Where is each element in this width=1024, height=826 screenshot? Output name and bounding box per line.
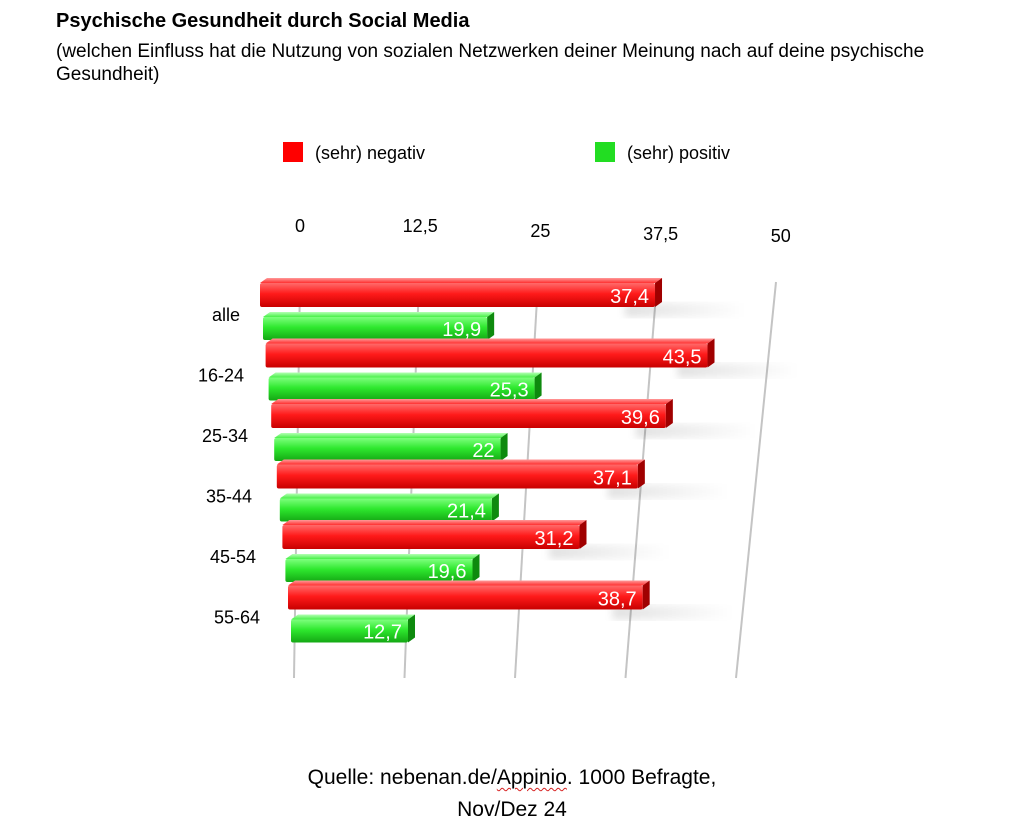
category-label-55-64: 55-64 (214, 608, 260, 628)
bar-positiv-alle (263, 312, 495, 340)
source-line-2: Nov/Dez 24 (457, 798, 567, 821)
legend-label-negativ: (sehr) negativ (315, 143, 425, 163)
value-label-positiv-25-34: 22 (472, 440, 494, 462)
value-label-negativ-35-44: 37,1 (593, 468, 632, 490)
legend-swatch-negativ (283, 142, 303, 162)
value-label-negativ-25-34: 39,6 (621, 407, 660, 429)
x-tick-label-2: 25 (530, 221, 550, 241)
source-prefix: Quelle: nebenan.de/ (307, 766, 497, 789)
bar-negativ-45-54 (282, 520, 587, 549)
bar-positiv-45-54 (285, 554, 480, 582)
x-tick-label-0: 0 (295, 216, 305, 236)
bar-negativ-25-34 (271, 399, 673, 428)
legend-label-positiv: (sehr) positiv (627, 143, 730, 163)
value-label-positiv-55-64: 12,7 (363, 622, 402, 644)
chart-title: Psychische Gesundheit durch Social Media (56, 10, 470, 32)
value-label-positiv-16-24: 25,3 (490, 380, 529, 402)
bar-positiv-35-44 (279, 493, 499, 522)
value-label-negativ-16-24: 43,5 (663, 347, 702, 369)
source-line-1: Quelle: nebenan.de/Appinio. 1000 Befragt… (0, 762, 1024, 794)
source-suffix: . 1000 Befragte, (566, 766, 717, 789)
bar-negativ-35-44 (276, 459, 645, 489)
source-appinio: Appinio (496, 766, 567, 789)
value-label-positiv-45-54: 19,6 (428, 561, 467, 583)
category-label-25-34: 25-34 (202, 426, 248, 446)
bar-negativ-16-24 (265, 338, 715, 368)
category-label-35-44: 35-44 (206, 487, 252, 507)
x-tick-label-3: 37,5 (643, 224, 678, 244)
value-label-negativ-45-54: 31,2 (535, 528, 574, 550)
bar-positiv-16-24 (268, 372, 542, 401)
value-label-positiv-35-44: 21,4 (447, 501, 486, 523)
gridline-4 (735, 281, 777, 679)
x-tick-label-1: 12,5 (403, 216, 438, 236)
category-label-alle: alle (212, 305, 240, 325)
bar-negativ-55-64 (288, 580, 650, 610)
source-note: Quelle: nebenan.de/Appinio. 1000 Befragt… (0, 762, 1024, 826)
value-label-negativ-55-64: 38,7 (598, 589, 637, 611)
x-tick-label-4: 50 (771, 226, 791, 246)
category-label-16-24: 16-24 (198, 366, 244, 386)
value-label-negativ-alle: 37,4 (610, 286, 649, 308)
chart-subtitle: (welchen Einfluss hat die Nutzung von so… (56, 41, 925, 85)
category-label-45-54: 45-54 (210, 547, 256, 567)
bar-positiv-55-64 (291, 614, 416, 643)
legend-swatch-positiv (595, 142, 615, 162)
bar-negativ-alle (260, 278, 663, 307)
bar-positiv-25-34 (274, 433, 508, 461)
value-label-positiv-alle: 19,9 (442, 319, 481, 341)
